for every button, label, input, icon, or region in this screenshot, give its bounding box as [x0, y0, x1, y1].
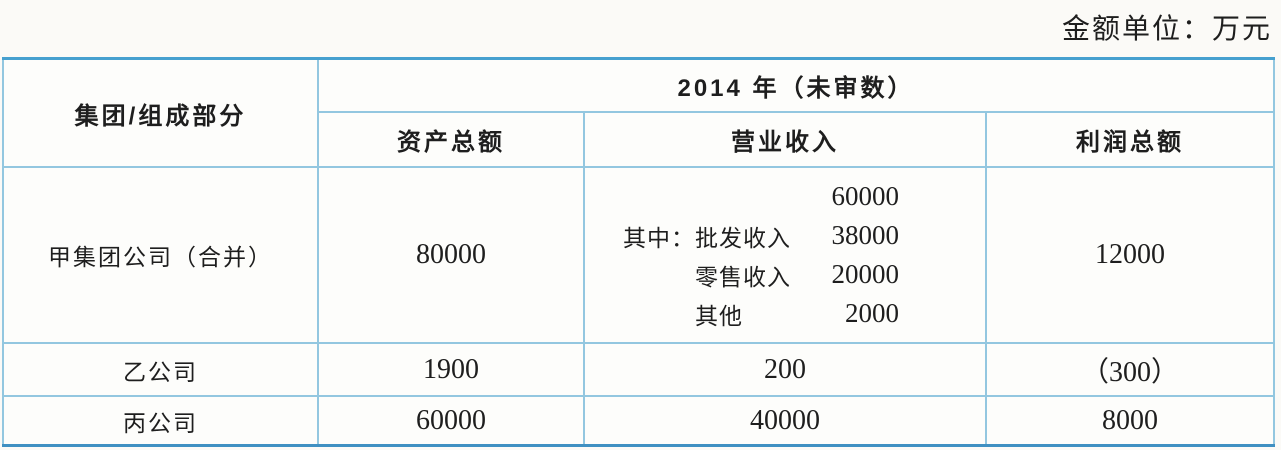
- profit-cell: 8000: [985, 395, 1275, 447]
- revenue-prefix: 其中：: [623, 225, 695, 251]
- financial-table: 集团/组成部分 2014 年（未审数） 资产总额 营业收入 利润总额 甲集团公司…: [2, 57, 1275, 447]
- revenue-item-line: 其中：批发收入 38000: [623, 216, 899, 255]
- unit-note: 金额单位：万元: [1061, 14, 1272, 45]
- revenue-item-line: 其他 2000: [623, 294, 899, 333]
- profit-cell: 12000: [985, 166, 1275, 344]
- subheader-assets: 资产总额: [317, 111, 585, 168]
- revenue-item-line: 零售收入 20000: [623, 255, 899, 294]
- assets-cell: 60000: [317, 395, 585, 447]
- header-row-sub: 资产总额 营业收入 利润总额: [3, 111, 1275, 168]
- revenue-breakdown-cell: 60000 其中：批发收入 38000 零售收入 20000 其他 2000: [583, 166, 987, 344]
- subheader-revenue: 营业收入: [583, 111, 987, 168]
- assets-cell: 80000: [317, 166, 585, 344]
- revenue-item-other-value: 2000: [845, 298, 899, 328]
- entity-name-cell: 乙公司: [2, 342, 319, 397]
- revenue-item-other-label: 其他: [695, 303, 743, 329]
- corner-header-cell: 集团/组成部分: [2, 57, 319, 168]
- revenue-total-value: 60000: [831, 181, 900, 211]
- table-row-company-c: 丙公司 60000 40000 8000: [2, 395, 1275, 447]
- revenue-item-label: 其中：批发收入: [623, 219, 791, 253]
- entity-name-cell: 甲集团公司（合并）: [2, 166, 319, 344]
- header-row-year: 集团/组成部分 2014 年（未审数）: [2, 57, 1275, 168]
- table-row-company-b: 乙公司 1900 200 （300）: [2, 342, 1275, 397]
- year-header-cell: 2014 年（未审数）: [317, 57, 1275, 113]
- revenue-total-line: 60000: [623, 177, 900, 216]
- subheader-profit: 利润总额: [985, 111, 1275, 168]
- revenue-item-wholesale-value: 38000: [831, 220, 900, 250]
- revenue-item-retail-label: 零售收入: [695, 264, 791, 290]
- entity-name-cell: 丙公司: [2, 395, 319, 447]
- revenue-breakdown: 60000 其中：批发收入 38000 零售收入 20000 其他 2000: [623, 177, 899, 333]
- profit-cell: （300）: [985, 342, 1275, 397]
- assets-cell: 1900: [317, 342, 585, 397]
- revenue-cell: 200: [583, 342, 987, 397]
- revenue-cell: 40000: [583, 395, 987, 447]
- revenue-item-retail-value: 20000: [831, 259, 900, 289]
- table-row-group-a: 甲集团公司（合并） 80000 60000 其中：批发收入 38000 零售收入…: [2, 166, 1275, 344]
- revenue-item-wholesale-label: 批发收入: [695, 225, 791, 251]
